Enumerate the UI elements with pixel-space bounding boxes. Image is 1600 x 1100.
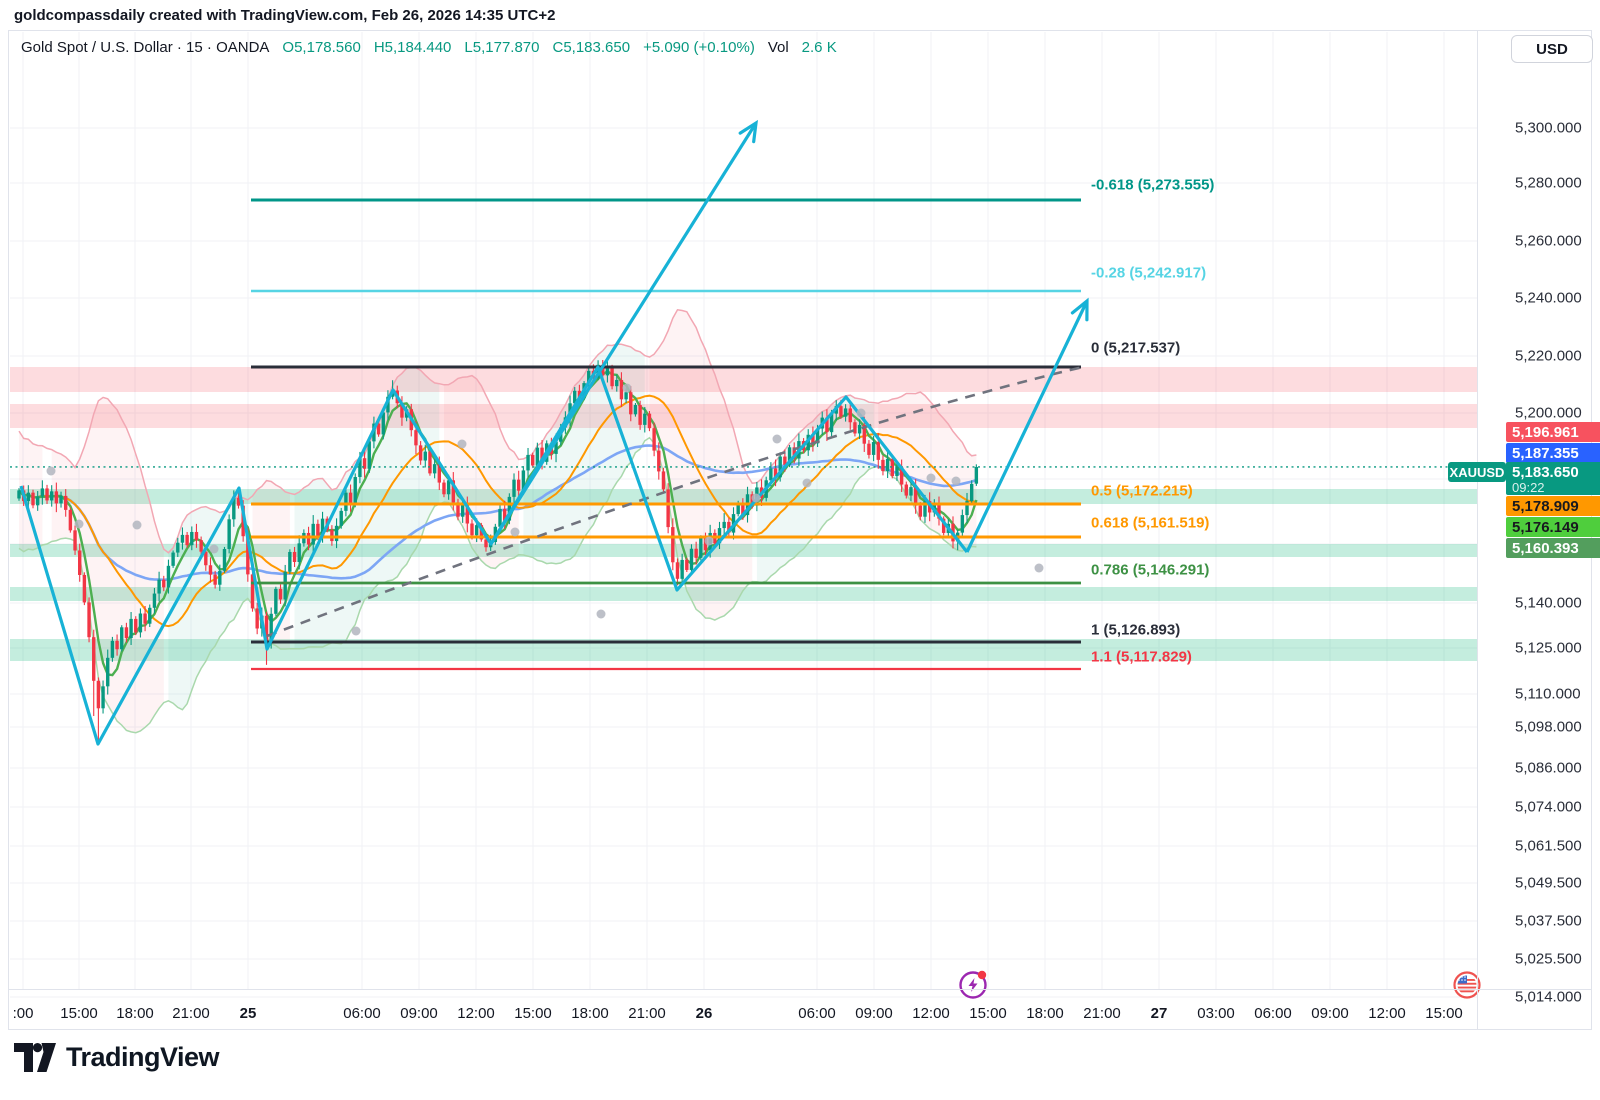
price-tick: 5,200.000 bbox=[1515, 404, 1582, 422]
price-tick: 5,300.000 bbox=[1515, 119, 1582, 137]
time-label: 09:00 bbox=[400, 1005, 438, 1022]
attribution-text: goldcompassdaily created with TradingVie… bbox=[14, 7, 556, 24]
time-label: 09:00 bbox=[855, 1005, 893, 1022]
time-label: 21:00 bbox=[628, 1005, 666, 1022]
time-label: 15:00 bbox=[60, 1005, 98, 1022]
tradingview-logo-text: TradingView bbox=[66, 1042, 220, 1072]
price-tick: 5,260.000 bbox=[1515, 232, 1582, 250]
price-tick: 5,140.000 bbox=[1515, 594, 1582, 612]
time-label: 21:00 bbox=[172, 1005, 210, 1022]
price-tick: 5,240.000 bbox=[1515, 289, 1582, 307]
attribution-bar: goldcompassdaily created with TradingVie… bbox=[0, 0, 1600, 30]
fib-level-label: -0.618 (5,273.555) bbox=[1091, 176, 1215, 194]
time-label: 15:00 bbox=[969, 1005, 1007, 1022]
mid-ma-price-label: 5,178.909 bbox=[1506, 496, 1600, 516]
currency-usd-button[interactable]: USD bbox=[1511, 35, 1593, 63]
zigzag-projection[interactable] bbox=[19, 119, 1089, 746]
time-label: 15:00 bbox=[514, 1005, 552, 1022]
tradingview-logo-icon bbox=[14, 1042, 56, 1072]
symbol-tag-text: XAUUSD bbox=[1449, 464, 1505, 480]
slow-ma-line bbox=[18, 444, 977, 582]
time-label: 09:00 bbox=[1311, 1005, 1349, 1022]
price-scale-separator bbox=[1477, 31, 1478, 1029]
slow-ma-price-label: 5,187.355 bbox=[1506, 443, 1600, 463]
time-label: 12:00 bbox=[912, 1005, 950, 1022]
alert-lightning-icon[interactable] bbox=[959, 970, 987, 999]
time-label: 27 bbox=[1150, 1005, 1168, 1022]
footer: TradingView bbox=[0, 1032, 1600, 1100]
price-tick: 5,280.000 bbox=[1515, 174, 1582, 192]
volume-value: 2.6 K bbox=[801, 39, 837, 56]
price-tick: 5,049.500 bbox=[1515, 874, 1582, 892]
chart-canvas[interactable] bbox=[9, 31, 1591, 1029]
upper-band-line bbox=[18, 308, 977, 554]
supply-demand-zones bbox=[10, 367, 1477, 661]
price-tick: 5,037.500 bbox=[1515, 912, 1582, 930]
grid bbox=[10, 32, 1477, 998]
upper-band-price-label: 5,196.961 bbox=[1506, 422, 1600, 442]
fib-level-label: 0.5 (5,172.215) bbox=[1091, 482, 1193, 500]
time-label: 26 bbox=[695, 1005, 713, 1022]
fib-level-label: 0.618 (5,161.519) bbox=[1091, 514, 1210, 532]
time-label: :00 bbox=[12, 1005, 34, 1022]
lower-band-price-label: 5,160.393 bbox=[1506, 538, 1600, 558]
time-label: 18:00 bbox=[571, 1005, 609, 1022]
dashed-trendline[interactable] bbox=[266, 365, 1084, 638]
chart-frame: Gold Spot / U.S. Dollar · 15 · OANDA O5,1… bbox=[8, 30, 1600, 1030]
lower-band-line bbox=[18, 436, 977, 734]
price-tick: 5,098.000 bbox=[1515, 718, 1582, 736]
fib-level-label: 1 (5,126.893) bbox=[1091, 621, 1181, 639]
time-label: 18:00 bbox=[1026, 1005, 1064, 1022]
fib-level-label: 1.1 (5,117.829) bbox=[1091, 648, 1192, 666]
fib-level-label: 0 (5,217.537) bbox=[1091, 339, 1181, 357]
ohlc-high: H5,184.440 bbox=[373, 39, 452, 56]
symbol-tag: XAUUSD bbox=[1448, 462, 1506, 482]
time-label: 15:00 bbox=[1425, 1005, 1463, 1022]
ohlc-open: O5,178.560 bbox=[282, 39, 361, 56]
volume-label: Vol bbox=[767, 39, 789, 56]
fib-level-label: 0.786 (5,146.291) bbox=[1091, 561, 1210, 579]
price-tick: 5,014.000 bbox=[1515, 988, 1582, 1006]
mid-ma-line bbox=[18, 394, 977, 628]
time-label: 06:00 bbox=[1254, 1005, 1292, 1022]
time-scale-separator bbox=[9, 989, 1591, 990]
ohlc-close: C5,183.650 bbox=[552, 39, 631, 56]
price-tick: 5,061.500 bbox=[1515, 837, 1582, 855]
time-label: 12:00 bbox=[1368, 1005, 1406, 1022]
price-tick: 5,086.000 bbox=[1515, 759, 1582, 777]
time-label: 18:00 bbox=[116, 1005, 154, 1022]
price-tick: 5,125.000 bbox=[1515, 639, 1582, 657]
time-label: 12:00 bbox=[457, 1005, 495, 1022]
time-label: 21:00 bbox=[1083, 1005, 1121, 1022]
tradingview-logo[interactable]: TradingView bbox=[14, 1042, 220, 1073]
last-price-label: 5,183.650 09:22 bbox=[1506, 462, 1600, 495]
price-tick: 5,110.000 bbox=[1515, 685, 1581, 703]
price-tick: 5,025.500 bbox=[1515, 950, 1582, 968]
fib-lines bbox=[251, 198, 1081, 671]
pivot-dots bbox=[46, 383, 1044, 636]
price-tick: 5,074.000 bbox=[1515, 798, 1582, 816]
chart-legend: Gold Spot / U.S. Dollar · 15 · OANDA O5,1… bbox=[21, 39, 837, 56]
fast-ma-price-label: 5,176.149 bbox=[1506, 517, 1600, 537]
ohlc-change: +5.090 (+0.10%) bbox=[643, 39, 755, 56]
fib-level-label: -0.28 (5,242.917) bbox=[1091, 264, 1207, 282]
time-label: 25 bbox=[239, 1005, 257, 1022]
ohlc-low: L5,177.870 bbox=[464, 39, 540, 56]
us-economic-event-icon[interactable] bbox=[1453, 971, 1481, 999]
time-label: 06:00 bbox=[798, 1005, 836, 1022]
symbol-title[interactable]: Gold Spot / U.S. Dollar · 15 · OANDA bbox=[21, 39, 270, 56]
price-tick: 5,220.000 bbox=[1515, 347, 1582, 365]
time-label: 06:00 bbox=[343, 1005, 381, 1022]
time-label: 03:00 bbox=[1197, 1005, 1235, 1022]
